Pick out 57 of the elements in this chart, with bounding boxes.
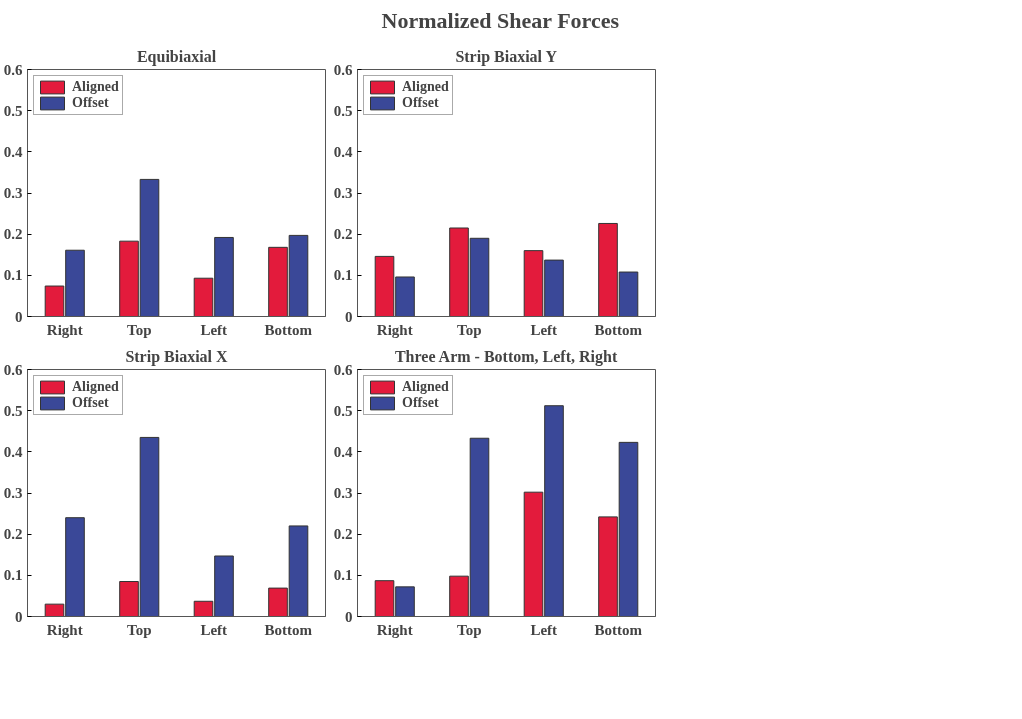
chart-title: Equibiaxial: [136, 47, 217, 66]
y-tick-label: 0.4: [333, 143, 353, 160]
legend-label: Aligned: [72, 79, 119, 95]
x-tick-label: Right: [46, 321, 83, 338]
x-tick-label: Top: [457, 621, 482, 638]
legend-label: Offset: [402, 395, 439, 411]
y-tick-label: 0: [15, 308, 23, 325]
x-tick-label: Left: [200, 321, 228, 338]
x-tick-label: Bottom: [594, 621, 643, 638]
y-tick-label: 0: [15, 608, 23, 625]
x-tick-label: Top: [127, 621, 152, 638]
y-tick-label: 0.3: [333, 485, 353, 501]
y-tick-label: 0: [345, 308, 353, 325]
y-tick-label: 0.2: [3, 226, 23, 243]
y-tick-label: 0.5: [3, 402, 23, 419]
y-tick-label: 0: [345, 608, 353, 625]
legend-label: Aligned: [402, 79, 449, 95]
x-tick-label: Right: [376, 621, 413, 638]
text: Normalized Shear Forces: [381, 7, 620, 33]
y-tick-label: 0.6: [3, 361, 23, 378]
y-tick-label: 0.5: [3, 102, 23, 119]
y-tick-label: 0.1: [333, 567, 353, 584]
y-tick-label: 0.4: [3, 443, 23, 460]
y-tick-label: 0.1: [3, 267, 23, 284]
x-tick-label: Left: [530, 621, 558, 638]
y-tick-label: 0.3: [3, 185, 23, 201]
x-tick-label: Top: [127, 321, 152, 338]
x-tick-label: Top: [457, 321, 482, 338]
legend-label: Aligned: [72, 379, 119, 395]
y-tick-label: 0.4: [3, 143, 23, 160]
y-tick-label: 0.1: [333, 267, 353, 284]
y-tick-label: 0.2: [333, 226, 353, 243]
x-tick-label: Bottom: [264, 621, 313, 638]
y-tick-label: 0.4: [333, 443, 353, 460]
y-tick-label: 0.3: [3, 485, 23, 501]
legend-label: Offset: [72, 395, 109, 411]
y-tick-label: 0.3: [333, 185, 353, 201]
chart-title: Strip Biaxial X: [125, 347, 229, 366]
legend-label: Offset: [402, 95, 439, 111]
x-tick-label: Right: [376, 321, 413, 338]
y-tick-label: 0.2: [333, 526, 353, 543]
x-tick-label: Right: [46, 621, 83, 638]
y-tick-label: 0.5: [333, 102, 353, 119]
legend-label: Offset: [72, 95, 109, 111]
x-tick-label: Left: [200, 621, 228, 638]
x-tick-label: Bottom: [264, 321, 313, 338]
legend-label: Aligned: [402, 379, 449, 395]
x-tick-label: Left: [530, 321, 558, 338]
y-tick-label: 0.6: [333, 361, 353, 378]
y-tick-label: 0.2: [3, 526, 23, 543]
y-tick-label: 0.6: [333, 61, 353, 78]
y-tick-label: 0.6: [3, 61, 23, 78]
chart-title: Three Arm - Bottom, Left, Right: [394, 347, 618, 366]
y-tick-label: 0.1: [3, 567, 23, 584]
y-tick-label: 0.5: [333, 402, 353, 419]
chart-title: Strip Biaxial Y: [455, 47, 558, 66]
x-tick-label: Bottom: [594, 321, 643, 338]
